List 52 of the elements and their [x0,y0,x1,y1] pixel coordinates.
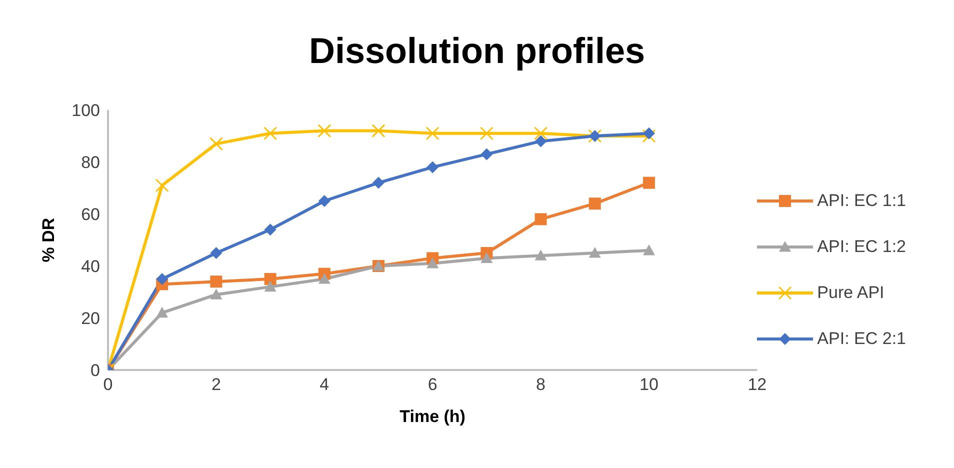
point [210,247,222,259]
x-tick-label: 6 [428,375,438,394]
point [156,273,168,285]
y-tick-label: 100 [72,101,100,120]
point [426,257,439,268]
point [534,126,548,140]
y-tick-label: 40 [81,257,100,276]
x-tick-label: 4 [320,375,330,394]
point [642,176,655,189]
point [480,126,494,140]
y-tick-label: 20 [81,309,100,328]
x-tick-label: 8 [536,375,546,394]
x-tick-label: 0 [103,375,113,394]
point [426,161,439,174]
legend-label: API: EC 1:2 [817,237,906,257]
x-tick-label: 12 [748,375,767,394]
point [642,127,655,140]
x-axis-title: Time (h) [400,407,466,426]
point [318,124,332,138]
point [642,129,656,143]
x-tick-label: 10 [640,375,658,394]
point [210,276,222,288]
point [372,124,386,138]
chart-title: Dissolution profiles [308,30,646,73]
legend-label: API: EC 1:1 [817,191,906,211]
y-tick-label: 60 [81,205,100,224]
point [480,252,493,263]
point [588,198,601,210]
point [534,213,547,226]
point [534,250,547,260]
point [155,178,169,192]
point [264,126,278,140]
point [426,126,440,140]
point [534,135,547,148]
point [264,224,276,236]
point [156,306,168,318]
y-axis-title: % DR [39,218,58,262]
point [264,280,276,292]
point [318,273,330,284]
point [642,244,655,256]
point [318,195,330,207]
point [210,288,222,300]
point [480,148,493,160]
point [209,137,223,151]
y-tick-label: 80 [81,153,100,172]
point [372,176,384,189]
x-tick-label: 2 [211,375,221,394]
y-tick-label: 0 [90,361,100,380]
point [588,247,601,258]
legend-label: Pure API [817,283,884,303]
legend-label: API: EC 2:1 [817,329,906,349]
point [264,273,276,285]
